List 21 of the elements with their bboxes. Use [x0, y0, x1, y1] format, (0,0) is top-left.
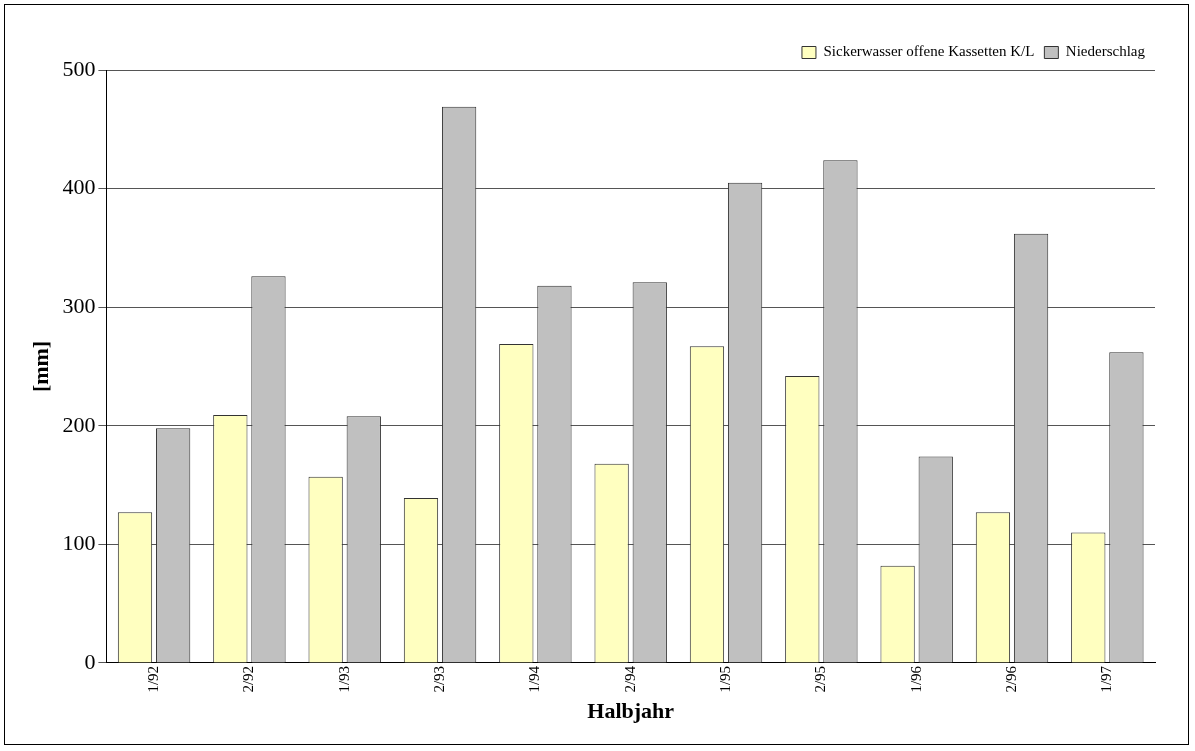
y-axis-title: [mm]	[27, 340, 53, 393]
x-tick-label: 2/95	[812, 665, 829, 693]
y-tick-label: 200	[62, 411, 96, 437]
y-tick-label: 400	[62, 174, 96, 200]
x-axis-title: Halbjahr	[587, 698, 675, 724]
x-tick-label: 1/96	[907, 665, 924, 693]
y-tick-label: 0	[84, 648, 96, 674]
x-tick-label: 1/92	[145, 665, 161, 693]
x-tick-label: 1/93	[335, 665, 352, 693]
y-tick-label: 500	[62, 55, 96, 81]
legend-label: Niederschlag	[1065, 43, 1146, 60]
x-tick-label: 1/94	[526, 665, 543, 693]
x-tick-label: 2/92	[240, 665, 257, 693]
x-tick-label: 2/93	[430, 665, 447, 693]
x-tick-label: 2/94	[621, 665, 638, 693]
legend-label: Sickerwasser offene Kassetten K/L	[823, 43, 1035, 60]
x-tick-label: 2/96	[1002, 665, 1019, 693]
x-tick-label: 1/97	[1098, 665, 1115, 693]
x-tick-label: 1/95	[716, 665, 733, 693]
y-tick-label: 100	[62, 530, 96, 556]
y-tick-label: 300	[62, 292, 96, 318]
